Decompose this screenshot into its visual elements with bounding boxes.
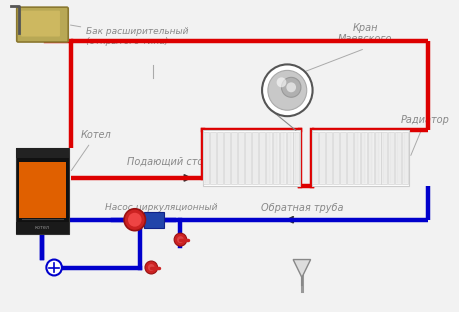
Circle shape [145, 261, 157, 274]
Bar [210, 132, 216, 184]
Bar [16, 222, 68, 234]
Circle shape [177, 236, 184, 243]
FancyBboxPatch shape [17, 7, 68, 42]
Circle shape [124, 209, 145, 231]
Bar [279, 132, 285, 184]
Bar [237, 132, 243, 184]
Bar [311, 130, 408, 186]
Bar [367, 132, 373, 184]
Bar [286, 132, 292, 184]
Bar [319, 132, 325, 184]
Circle shape [281, 77, 300, 97]
Bar [381, 132, 386, 184]
Bar [203, 132, 209, 184]
Circle shape [46, 260, 62, 275]
Text: Бак расширительный
(открытого типа): Бак расширительный (открытого типа) [70, 25, 188, 46]
Bar [374, 132, 380, 184]
Bar [395, 132, 400, 184]
Bar [353, 132, 359, 184]
Bar [360, 132, 366, 184]
Bar [258, 132, 264, 184]
Bar [217, 132, 223, 184]
Bar [202, 130, 299, 186]
Text: Обратная труба: Обратная труба [260, 203, 342, 213]
Text: котел: котел [35, 225, 50, 230]
Bar [252, 132, 257, 184]
Text: Кран
Маевского: Кран Маевского [337, 22, 392, 44]
Bar [311, 132, 317, 184]
Circle shape [262, 64, 312, 116]
Circle shape [128, 213, 141, 227]
Bar [387, 132, 393, 184]
Bar [265, 132, 271, 184]
Bar [16, 148, 68, 234]
Bar [346, 132, 352, 184]
FancyBboxPatch shape [21, 11, 60, 37]
Polygon shape [292, 260, 310, 277]
Circle shape [174, 233, 186, 246]
Text: Радиатор: Радиатор [400, 115, 449, 155]
Text: Насос циркуляционный: Насос циркуляционный [105, 203, 217, 212]
Bar [19, 162, 66, 218]
Bar [339, 132, 345, 184]
Text: Котел: Котел [71, 130, 111, 171]
Bar [244, 132, 250, 184]
Bar [293, 132, 299, 184]
Bar [332, 132, 338, 184]
Text: Подающий стояк: Подающий стояк [126, 157, 214, 167]
Bar [224, 132, 230, 184]
Bar [402, 132, 408, 184]
Bar [16, 148, 68, 158]
Bar [144, 212, 163, 228]
Circle shape [285, 82, 296, 92]
Circle shape [267, 71, 306, 110]
Circle shape [276, 77, 285, 87]
Bar [325, 132, 331, 184]
Bar [272, 132, 278, 184]
Bar [230, 132, 236, 184]
Circle shape [148, 264, 154, 271]
